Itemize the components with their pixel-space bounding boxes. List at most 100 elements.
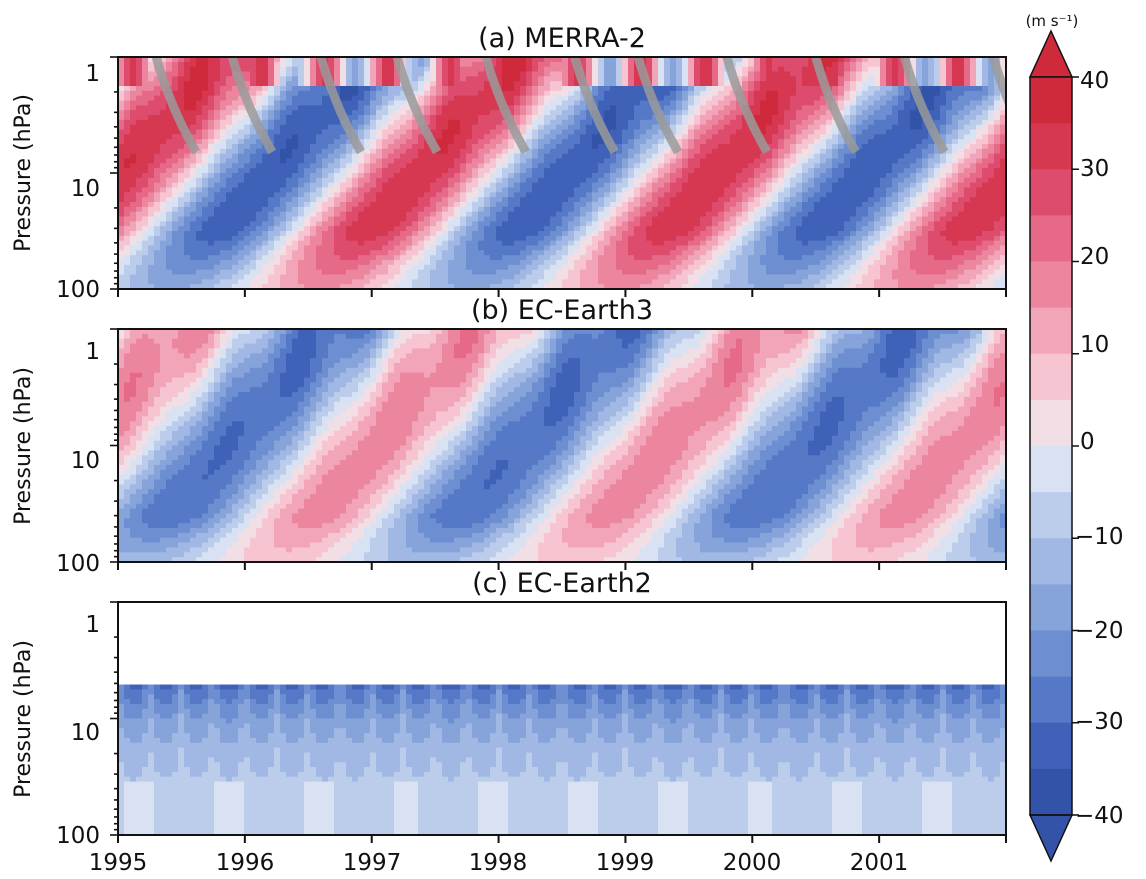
heatmap-cell <box>496 187 503 193</box>
heatmap-cell <box>322 187 329 193</box>
heatmap-cell <box>244 211 251 218</box>
heatmap-cell <box>520 235 527 242</box>
heatmap-cell <box>148 66 155 73</box>
heatmap-cell <box>484 245 491 251</box>
heatmap-cell <box>724 245 731 251</box>
heatmap-cell <box>700 226 707 232</box>
heatmap-cell <box>118 129 125 135</box>
heatmap-cell <box>172 129 179 135</box>
heatmap-cell <box>250 211 257 218</box>
heatmap-cell <box>580 216 587 222</box>
heatmap-cell <box>544 115 551 121</box>
heatmap-cell <box>250 231 257 237</box>
heatmap-cell <box>496 66 503 73</box>
heatmap-cell <box>634 158 641 164</box>
heatmap-cell <box>616 129 623 135</box>
heatmap-cell <box>292 129 299 135</box>
heatmap-cell <box>388 57 395 63</box>
heatmap-cell <box>520 211 527 218</box>
heatmap-cell <box>586 153 593 160</box>
heatmap-cell <box>316 274 323 280</box>
heatmap-cell <box>520 158 527 164</box>
heatmap-cell <box>694 115 701 121</box>
heatmap-cell <box>556 139 563 145</box>
heatmap-cell <box>274 129 281 135</box>
heatmap-cell <box>490 284 497 289</box>
heatmap-cell <box>262 206 269 213</box>
heatmap-cell <box>328 235 335 242</box>
heatmap-cell <box>550 105 557 111</box>
heatmap-cell <box>124 177 131 184</box>
heatmap-cell <box>304 269 311 276</box>
heatmap-cell <box>556 260 563 266</box>
heatmap-cell <box>580 57 587 63</box>
heatmap-cell <box>214 134 221 140</box>
heatmap-cell <box>538 202 545 208</box>
heatmap-cell <box>604 284 611 289</box>
heatmap-cell <box>580 197 587 203</box>
heatmap-cell <box>472 187 479 193</box>
heatmap-cell <box>196 173 203 179</box>
heatmap-cell <box>580 95 587 102</box>
heatmap-cell <box>400 144 407 150</box>
heatmap-cell <box>736 119 743 126</box>
heatmap-cell <box>706 163 713 169</box>
heatmap-cell <box>664 139 671 145</box>
heatmap-cell <box>724 119 731 126</box>
heatmap-cell <box>238 245 245 251</box>
heatmap-cell <box>382 119 389 126</box>
heatmap-cell <box>388 235 395 242</box>
heatmap-cell <box>592 81 599 87</box>
heatmap-cell <box>298 158 305 164</box>
heatmap-cell <box>184 279 191 285</box>
heatmap-cell <box>310 158 317 164</box>
heatmap-cell <box>544 153 551 160</box>
heatmap-cell <box>634 81 641 87</box>
heatmap-cell <box>244 274 251 280</box>
heatmap-cell <box>610 110 617 116</box>
heatmap-cell <box>430 221 437 227</box>
heatmap-cell <box>652 158 659 164</box>
heatmap-cell <box>706 187 713 193</box>
heatmap-cell <box>496 206 503 213</box>
heatmap-cell <box>130 115 137 121</box>
heatmap-cell <box>670 57 677 63</box>
heatmap-cell <box>592 148 599 155</box>
heatmap-cell <box>586 173 593 179</box>
heatmap-cell <box>556 57 563 63</box>
heatmap-cell <box>166 211 173 218</box>
heatmap-cell <box>118 76 125 82</box>
heatmap-cell <box>310 197 317 203</box>
heatmap-cell <box>154 153 161 160</box>
heatmap-cell <box>406 245 413 251</box>
heatmap-cell <box>268 264 275 271</box>
heatmap-cell <box>202 284 209 289</box>
heatmap-cell <box>544 269 551 276</box>
heatmap-cell <box>208 284 215 289</box>
heatmap-cell <box>478 134 485 140</box>
heatmap-cell <box>148 115 155 121</box>
heatmap-cell <box>304 158 311 164</box>
heatmap-cell <box>394 129 401 135</box>
heatmap-cell <box>526 119 533 126</box>
heatmap-cell <box>142 81 149 87</box>
heatmap-cell <box>364 245 371 251</box>
heatmap-cell <box>298 76 305 82</box>
heatmap-cell <box>352 182 359 189</box>
heatmap-cell <box>478 269 485 276</box>
heatmap-cell <box>580 250 587 256</box>
heatmap-cell <box>190 95 197 102</box>
heatmap-cell <box>478 192 485 198</box>
heatmap-cell <box>196 100 203 106</box>
heatmap-cell <box>172 124 179 131</box>
heatmap-cell <box>124 240 131 247</box>
heatmap-cell <box>418 202 425 208</box>
heatmap-cell <box>454 274 461 280</box>
heatmap-cell <box>436 129 443 135</box>
heatmap-cell <box>394 119 401 126</box>
heatmap-cell <box>274 81 281 87</box>
heatmap-cell <box>160 221 167 227</box>
heatmap-cell <box>136 206 143 213</box>
heatmap-cell <box>256 95 263 102</box>
heatmap-cell <box>274 148 281 155</box>
